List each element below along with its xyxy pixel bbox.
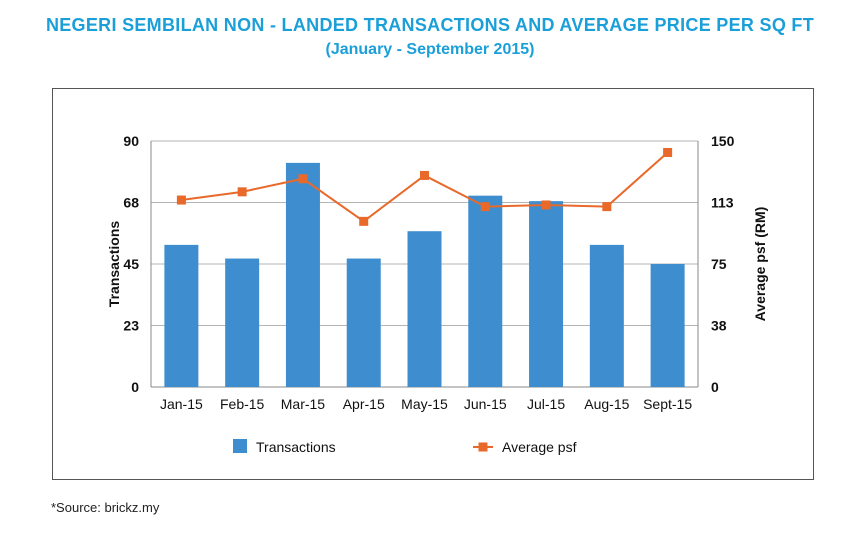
legend-swatch-average-psf xyxy=(478,442,488,452)
chart-subtitle: (January - September 2015) xyxy=(325,41,535,58)
legend-swatch-transactions xyxy=(233,439,247,453)
y-axis-title: Transactions xyxy=(106,221,122,308)
y-tick-label: 45 xyxy=(123,256,139,272)
y2-tick-label: 75 xyxy=(711,256,727,272)
x-tick-label: Jan-15 xyxy=(160,396,203,412)
x-tick-label: Feb-15 xyxy=(220,396,265,412)
point-average-psf xyxy=(176,195,186,205)
point-average-psf xyxy=(298,174,308,184)
bar-transactions xyxy=(285,162,320,387)
x-tick-label: Apr-15 xyxy=(343,396,385,412)
bar-transactions xyxy=(529,201,564,387)
bar-transactions xyxy=(346,258,381,387)
y-tick-label: 90 xyxy=(123,133,139,149)
bar-transactions xyxy=(407,231,442,387)
chart-canvas: 0 0 23 38 45 75 68 113 90 150 Jan-15 Feb-15 Mar-15 Ap… xyxy=(106,133,768,455)
x-tick-label: Jul-15 xyxy=(527,396,565,412)
bar-transactions xyxy=(225,258,260,387)
source-note: *Source: brickz.my xyxy=(51,500,160,515)
point-average-psf xyxy=(602,202,612,212)
bar-transactions xyxy=(468,195,503,387)
legend-label-average-psf: Average psf xyxy=(502,439,577,455)
chart-frame: 0 0 23 38 45 75 68 113 90 150 Jan-15 Feb-15 Mar-15 Ap… xyxy=(52,88,814,480)
x-tick-label: Aug-15 xyxy=(584,396,629,412)
y2-tick-label: 0 xyxy=(711,379,719,395)
x-tick-label: Mar-15 xyxy=(281,396,326,412)
y2-tick-label: 113 xyxy=(711,195,734,211)
line-average-psf xyxy=(181,151,669,223)
y2-axis-title: Average psf (RM) xyxy=(752,207,768,322)
x-tick-label: May-15 xyxy=(401,396,448,412)
bar-transactions xyxy=(164,244,199,387)
y2-tick-label: 38 xyxy=(711,318,727,334)
point-average-psf xyxy=(480,202,490,212)
bar-transactions xyxy=(589,244,624,387)
point-average-psf xyxy=(420,170,429,180)
y2-tick-label: 150 xyxy=(711,133,735,149)
y-tick-label: 68 xyxy=(123,195,139,211)
y-tick-label: 23 xyxy=(123,318,139,334)
y-tick-label: 0 xyxy=(131,379,139,395)
point-average-psf xyxy=(359,216,369,226)
legend-label-transactions: Transactions xyxy=(256,439,336,455)
bar-transactions xyxy=(650,264,685,387)
point-average-psf xyxy=(237,187,247,197)
x-tick-label: Sept-15 xyxy=(643,396,692,412)
x-tick-label: Jun-15 xyxy=(464,396,507,412)
point-average-psf xyxy=(541,200,551,210)
point-average-psf xyxy=(663,147,673,157)
chart-title: NEGERI SEMBILAN NON - LANDED TRANSACTION… xyxy=(45,15,815,35)
